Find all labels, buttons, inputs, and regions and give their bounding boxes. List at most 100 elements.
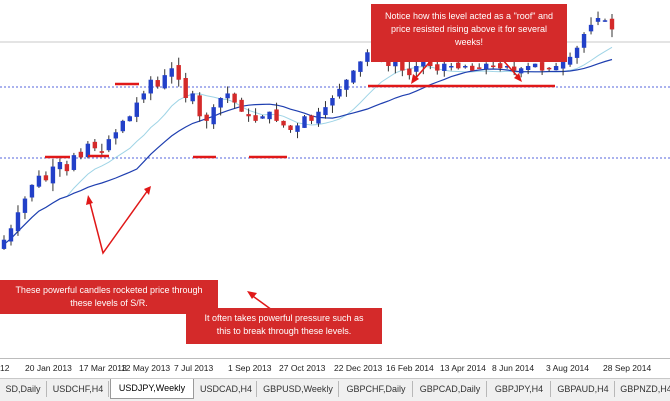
price-chart[interactable]: Notice how this level acted as a "roof" … (0, 0, 670, 358)
candle-bull (365, 52, 370, 62)
tab-gbpaud-h4[interactable]: GBPAUD,H4 (552, 381, 615, 397)
candle-bear (99, 151, 105, 153)
candle-bear (546, 67, 552, 70)
candle-bull (560, 61, 566, 69)
candle-bull (211, 107, 216, 125)
candle-bull (106, 139, 112, 151)
candle-bull (29, 184, 35, 198)
candle-bull (323, 107, 328, 116)
candle-bull (134, 102, 139, 117)
candle-bear (253, 115, 258, 121)
tab-sd-daily[interactable]: SD,Daily (0, 381, 47, 397)
candle-bull (574, 47, 580, 58)
candle-bear (435, 64, 440, 71)
tab-gbpchf-daily[interactable]: GBPCHF,Daily (340, 381, 413, 397)
candle-bull (484, 63, 489, 70)
candle-bear (281, 120, 286, 126)
candle-bear (92, 141, 98, 149)
candle-bull (330, 98, 335, 106)
candle-bull (344, 79, 349, 90)
candle-bear (64, 164, 70, 172)
date-label: 27 Oct 2013 (279, 363, 326, 373)
candle-bear (197, 95, 202, 117)
arrow-top-right-head (514, 73, 522, 82)
tab-gbpusd-weekly[interactable]: GBPUSD,Weekly (258, 381, 339, 397)
moving-averages (3, 46, 613, 245)
candle-bull (393, 61, 398, 67)
candle-bull (148, 79, 153, 94)
candle-bull (218, 98, 223, 108)
date-axis: 12 20 Jan 2013 17 Mar 2013 12 May 2013 7… (0, 358, 670, 379)
candle-bull (267, 111, 272, 120)
candle-bear (232, 93, 237, 103)
candle-bear (400, 62, 405, 71)
candle-bear (497, 63, 503, 69)
candle-bull (57, 162, 63, 170)
chart-tab-bar: SD,Daily USDCHF,H4 USDJPY,Weekly USDCAD,… (0, 378, 670, 401)
tab-usdcad-h4[interactable]: USDCAD,H4 (196, 381, 257, 397)
arrow-left-head-a (86, 195, 93, 205)
candle-bear (155, 80, 160, 87)
candle-bull (113, 132, 119, 139)
candle-bull (553, 66, 559, 71)
date-label: 13 Apr 2014 (440, 363, 486, 373)
tab-gbpcad-daily[interactable]: GBPCAD,Daily (414, 381, 487, 397)
candle-bear (407, 68, 412, 76)
arrow-left-head-b (144, 186, 151, 195)
candle-bear (456, 62, 461, 69)
candle-bull (162, 75, 167, 89)
candle-bull (295, 125, 300, 132)
candle-bear (204, 114, 209, 121)
date-label: 12 (0, 363, 10, 373)
candle-bull (463, 66, 468, 68)
candle-bull (71, 155, 77, 170)
candle-bull (190, 93, 195, 102)
candle-bull (15, 212, 21, 232)
candle-bull (22, 198, 28, 213)
candle-bear (183, 78, 188, 98)
tab-gbpjpy-h4[interactable]: GBPJPY,H4 (488, 381, 551, 397)
date-label: 17 Mar 2013 (79, 363, 127, 373)
date-label: 1 Sep 2013 (228, 363, 272, 373)
date-label: 16 Feb 2014 (386, 363, 434, 373)
candle-bull (421, 61, 426, 67)
candle-bull (414, 66, 419, 72)
candle-bull (532, 63, 538, 68)
candle-bull (1, 239, 7, 249)
candlestick-chart (0, 11, 670, 311)
candle-bull (141, 93, 146, 100)
candle-bull (85, 143, 91, 158)
candle-bear (288, 125, 293, 130)
arrow-left-callout (88, 189, 149, 255)
candle-bull (260, 116, 265, 119)
candle-bear (428, 61, 433, 66)
candle-bull (351, 70, 356, 83)
candle-bear (609, 18, 615, 30)
candle-bear (274, 109, 279, 121)
candle-bull (581, 34, 587, 48)
candle-bull (358, 61, 363, 72)
candle-bull (595, 18, 601, 22)
candle-bear (477, 67, 482, 69)
candle-bear (246, 114, 251, 117)
date-label: 7 Jul 2013 (174, 363, 214, 373)
candle-bear (309, 115, 314, 121)
candle-bull (127, 116, 132, 122)
candle-bull (504, 66, 510, 68)
candle-bear (470, 65, 475, 71)
candle-bull (337, 88, 342, 97)
date-label: 28 Sep 2014 (603, 363, 652, 373)
candle-bull (50, 166, 56, 184)
candle-bull (518, 68, 524, 74)
date-label: 8 Jun 2014 (492, 363, 535, 373)
candle-bear (511, 66, 517, 71)
tab-gbpnzd-h4[interactable]: GBPNZD,H4 (616, 381, 670, 397)
tab-usdjpy-weekly[interactable]: USDJPY,Weekly (110, 379, 194, 399)
candle-bear (78, 151, 84, 158)
candle-bear (539, 62, 545, 71)
tab-usdchf-h4[interactable]: USDCHF,H4 (48, 381, 109, 397)
candle-bull (567, 56, 573, 65)
arrow-top-left-head (411, 74, 419, 84)
candle-bull (525, 66, 531, 70)
sr-markers (45, 47, 555, 311)
